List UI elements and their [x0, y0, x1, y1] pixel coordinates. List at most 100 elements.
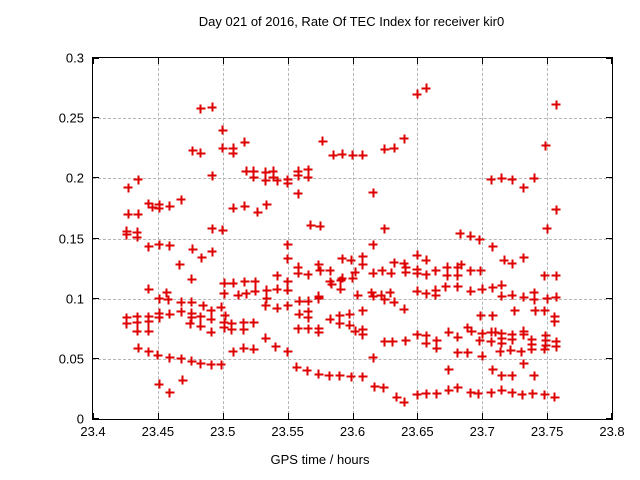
- data-point: [283, 240, 293, 250]
- data-point: [197, 253, 207, 263]
- data-point: [253, 207, 263, 217]
- y-tick-mark: [606, 357, 612, 359]
- y-tick-mark: [93, 117, 99, 119]
- data-point: [196, 321, 206, 331]
- y-gridline: [93, 178, 612, 180]
- data-point: [519, 253, 529, 263]
- data-point: [540, 271, 550, 281]
- data-point: [165, 309, 175, 319]
- data-point: [412, 330, 422, 340]
- data-point: [228, 143, 238, 153]
- data-point: [272, 271, 282, 281]
- data-point: [463, 323, 473, 333]
- x-tick-mark: [417, 413, 419, 419]
- data-point: [368, 291, 378, 301]
- data-point: [345, 309, 355, 319]
- data-point: [261, 333, 271, 343]
- data-point: [516, 347, 526, 357]
- data-point: [453, 348, 463, 358]
- x-tick-mark: [222, 413, 224, 419]
- data-point: [324, 371, 334, 381]
- data-point: [432, 343, 442, 353]
- data-point: [165, 388, 175, 398]
- data-point: [488, 365, 498, 375]
- data-point: [358, 306, 368, 316]
- x-tick-label: 23.5: [210, 424, 236, 439]
- data-point: [519, 359, 529, 369]
- data-point: [385, 288, 395, 298]
- data-point: [541, 341, 551, 351]
- x-tick-mark: [222, 58, 224, 64]
- data-point: [261, 167, 271, 177]
- data-point: [187, 356, 197, 366]
- data-point: [220, 311, 230, 320]
- data-point: [358, 372, 368, 382]
- data-point: [176, 297, 186, 307]
- data-point: [325, 314, 335, 324]
- data-point: [431, 290, 441, 300]
- x-tick-mark: [482, 58, 484, 64]
- data-point: [163, 295, 173, 305]
- data-point: [122, 319, 132, 329]
- data-point: [144, 317, 154, 327]
- data-point: [250, 277, 260, 287]
- data-point: [133, 175, 143, 185]
- data-point: [392, 392, 402, 402]
- data-point: [123, 183, 133, 193]
- data-point: [216, 360, 226, 370]
- data-point: [132, 326, 142, 336]
- x-tick-label: 23.4: [80, 424, 106, 439]
- data-point: [507, 175, 517, 185]
- data-point: [453, 271, 463, 281]
- data-point: [551, 342, 561, 352]
- data-point: [488, 242, 498, 252]
- data-point: [206, 306, 216, 316]
- data-point: [421, 83, 431, 93]
- data-point: [218, 143, 228, 153]
- data-point: [453, 383, 463, 393]
- data-point: [453, 262, 463, 272]
- data-point: [441, 282, 451, 292]
- data-point: [325, 266, 335, 276]
- data-point: [315, 221, 325, 231]
- data-point: [241, 166, 251, 176]
- data-point: [542, 294, 552, 304]
- data-point: [488, 283, 498, 293]
- data-point: [444, 365, 453, 375]
- data-point: [412, 89, 422, 99]
- data-point: [240, 137, 250, 147]
- data-point: [550, 317, 560, 327]
- data-point: [499, 255, 509, 265]
- data-point: [376, 290, 386, 300]
- data-point: [165, 353, 175, 363]
- x-tick-label: 23.8: [599, 424, 625, 439]
- data-point: [412, 286, 422, 296]
- data-point: [380, 295, 390, 305]
- data-point: [345, 320, 355, 330]
- data-point: [507, 335, 517, 345]
- x-tick-mark: [352, 413, 354, 419]
- data-point: [541, 141, 551, 151]
- data-point: [292, 362, 302, 372]
- x-tick-mark: [287, 413, 289, 419]
- data-point: [144, 326, 154, 336]
- y-tick-mark: [606, 58, 612, 59]
- data-point: [346, 372, 356, 382]
- data-point: [453, 282, 463, 292]
- data-point: [488, 311, 498, 320]
- data-point: [475, 235, 485, 245]
- data-point: [144, 312, 154, 322]
- data-point: [188, 146, 198, 156]
- data-point: [207, 224, 217, 234]
- data-point: [185, 319, 195, 329]
- data-point: [133, 209, 143, 219]
- data-point: [350, 267, 360, 277]
- data-point: [314, 369, 324, 379]
- x-tick-mark: [352, 58, 354, 64]
- data-point: [463, 348, 473, 358]
- x-tick-mark: [157, 413, 159, 419]
- data-point: [303, 270, 313, 280]
- data-point: [196, 148, 206, 158]
- data-point: [510, 306, 520, 316]
- data-point: [154, 313, 164, 323]
